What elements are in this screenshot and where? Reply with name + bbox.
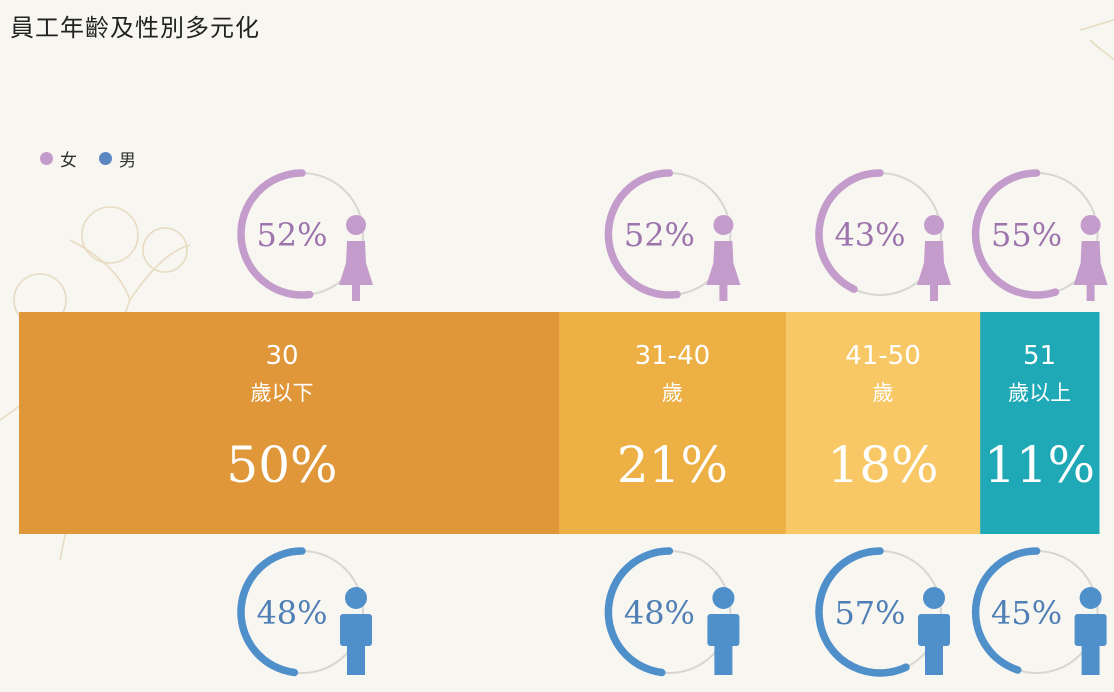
age-share-data-label: 18%	[827, 436, 938, 494]
legend-label-female: 女	[60, 151, 77, 171]
female-icon-body	[339, 241, 373, 285]
male-ratio-ring: 48%	[604, 547, 740, 677]
male-ratio-ring: 45%	[971, 547, 1107, 675]
ring-progress-arc	[604, 169, 681, 299]
female-ratio-ring: 43%	[815, 169, 951, 301]
legend-item-male: 男	[99, 146, 136, 171]
female-ratio-ring: 52%	[604, 169, 741, 301]
male-icon-torso	[1074, 614, 1107, 646]
female-icon-head	[713, 215, 734, 235]
ring-progress-arc	[971, 547, 1041, 674]
female-icon-head	[346, 215, 366, 235]
female-icon-head	[924, 215, 944, 235]
age-range-label: 30	[265, 341, 298, 371]
male-icon-torso	[918, 614, 950, 646]
age-range-unit-label: 歲	[662, 381, 683, 405]
age-share-data-label: 21%	[617, 436, 728, 494]
male-icon-head	[345, 587, 367, 609]
male-icon-torso	[707, 614, 740, 646]
legend-dot-male	[99, 152, 112, 165]
ring-progress-arc	[815, 547, 910, 677]
female-ratio-ring: 55%	[971, 169, 1108, 301]
ring-progress-arc	[237, 547, 306, 677]
ring-percent-label: 52%	[624, 216, 695, 254]
ring-percent-label: 45%	[991, 594, 1062, 632]
ring-percent-label: 48%	[624, 594, 695, 632]
age-share-data-label: 50%	[226, 436, 337, 494]
female-icon-leg	[352, 285, 360, 301]
age-segment-bar	[980, 312, 1100, 534]
male-icon-head	[1079, 587, 1102, 609]
female-ratio-ring: 52%	[237, 169, 373, 301]
female-icon-body	[1073, 241, 1108, 285]
age-range-unit-label: 歲以上	[1008, 381, 1071, 405]
ring-percent-label: 52%	[256, 216, 327, 254]
male-icon-legs	[1081, 644, 1100, 675]
age-range-label: 51	[1023, 341, 1056, 371]
ring-progress-arc	[604, 547, 674, 677]
chart-legend: 女 男	[40, 146, 158, 171]
ring-percent-label: 55%	[991, 216, 1062, 254]
age-range-label: 31-40	[635, 341, 711, 371]
female-icon-head	[1080, 215, 1101, 235]
ring-progress-arc	[815, 169, 884, 293]
female-icon-leg	[1086, 285, 1095, 301]
age-range-unit-label: 歲以下	[251, 381, 314, 405]
male-icon-legs	[714, 644, 733, 675]
male-ratio-ring: 48%	[237, 547, 372, 677]
age-segment-bar	[785, 312, 981, 534]
page-title: 員工年齡及性別多元化	[10, 14, 260, 42]
male-icon-legs	[925, 644, 943, 675]
male-icon-torso	[340, 614, 372, 646]
age-range-unit-label: 歲	[873, 381, 894, 405]
age-range-label: 41-50	[845, 341, 921, 371]
ring-percent-label: 57%	[834, 594, 905, 632]
female-icon-leg	[719, 285, 728, 301]
male-icon-head	[923, 587, 945, 609]
female-icon-body	[706, 241, 741, 285]
ring-percent-label: 48%	[256, 594, 327, 632]
ring-percent-label: 43%	[834, 216, 905, 254]
male-ratio-ring: 57%	[815, 547, 950, 677]
age-segment-bar	[559, 312, 787, 534]
legend-dot-female	[40, 152, 53, 165]
male-icon-head	[712, 587, 735, 609]
age-share-data-label: 11%	[984, 436, 1095, 494]
age-segment-bar	[19, 312, 560, 534]
ring-progress-arc	[237, 169, 314, 299]
male-icon-legs	[347, 644, 365, 675]
legend-item-female: 女	[40, 146, 77, 171]
ring-progress-arc	[971, 169, 1060, 299]
legend-label-male: 男	[119, 151, 136, 171]
female-icon-body	[917, 241, 951, 285]
female-icon-leg	[930, 285, 938, 301]
